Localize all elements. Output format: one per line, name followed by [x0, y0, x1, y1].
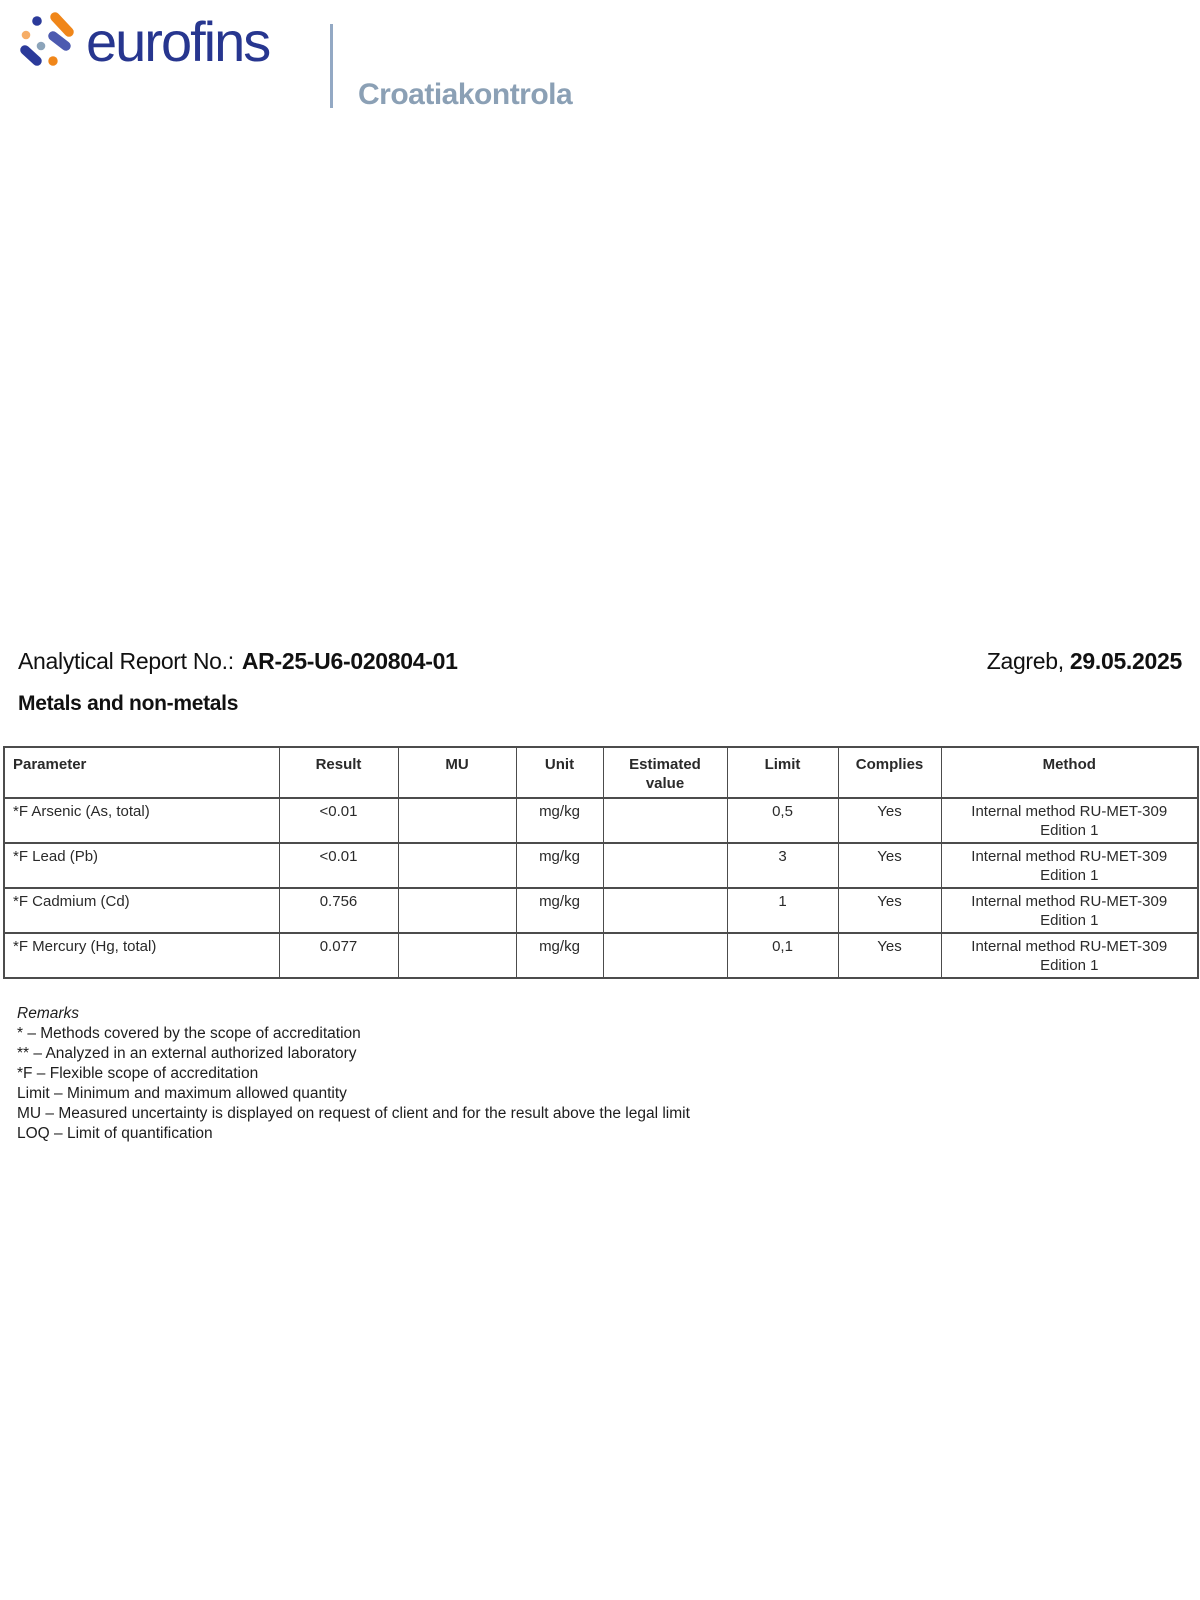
cell-unit: mg/kg — [515, 797, 604, 844]
cell-result: <0.01 — [278, 797, 399, 844]
report-title-label: Analytical Report No.: — [18, 648, 234, 674]
cell-limit: 1 — [726, 887, 839, 934]
column-header-mu: MU — [397, 746, 517, 799]
table-row: *F Mercury (Hg, total) 0.077 mg/kg 0,1 Yes In… — [3, 932, 1199, 979]
cell-result: <0.01 — [278, 842, 399, 889]
logo-divider — [330, 24, 333, 108]
eurofins-dots-logo-icon — [20, 12, 74, 66]
column-header-parameter: Parameter — [3, 746, 280, 799]
cell-parameter: *F Cadmium (Cd) — [3, 887, 280, 934]
cell-method: Internal method RU-MET-309 Edition 1 — [940, 797, 1199, 844]
header-row: Parameter Result MU Unit Estimated value… — [3, 746, 1199, 799]
eurofins-wordmark: eurofins — [86, 10, 271, 73]
cell-mu — [397, 842, 517, 889]
cell-parameter: *F Lead (Pb) — [3, 842, 280, 889]
results-table: Parameter Result MU Unit Estimated value… — [3, 746, 1199, 979]
remarks-block: Remarks * – Methods covered by the scope… — [17, 1004, 690, 1144]
cell-mu — [397, 797, 517, 844]
cell-method: Internal method RU-MET-309 Edition 1 — [940, 932, 1199, 979]
cell-result: 0.756 — [278, 887, 399, 934]
remarks-line: ** – Analyzed in an external authorized … — [17, 1045, 357, 1062]
division-wordmark: Croatiakontrola — [358, 78, 573, 111]
cell-unit: mg/kg — [515, 842, 604, 889]
report-date: 29.05.2025 — [1069, 648, 1182, 674]
cell-parameter: *F Mercury (Hg, total) — [3, 932, 280, 979]
column-header-complies: Complies — [837, 746, 942, 799]
cell-estimated-value — [602, 797, 728, 844]
remarks-line: LOQ – Limit of quantification — [17, 1125, 213, 1142]
table-row: *F Cadmium (Cd) 0.756 mg/kg 1 Yes Internal me… — [3, 887, 1199, 934]
report-title-row: Analytical Report No.: AR-25-U6-020804-01… — [18, 648, 1182, 675]
remarks-line: Limit – Minimum and maximum allowed quan… — [17, 1085, 347, 1102]
cell-estimated-value — [602, 887, 728, 934]
column-header-estimated-value: Estimated value — [602, 746, 728, 799]
column-header-unit: Unit — [515, 746, 604, 799]
remarks-line: * – Methods covered by the scope of accr… — [17, 1025, 361, 1042]
cell-unit: mg/kg — [515, 887, 604, 934]
remarks-heading: Remarks — [17, 1005, 80, 1022]
cell-complies: Yes — [837, 887, 942, 934]
table-row: *F Lead (Pb) <0.01 mg/kg 3 Yes Internal metho… — [3, 842, 1199, 889]
report-title-left: Analytical Report No.: AR-25-U6-020804-01 — [18, 648, 458, 675]
cell-complies: Yes — [837, 932, 942, 979]
remarks-line: *F – Flexible scope of accreditation — [17, 1065, 259, 1082]
cell-result: 0.077 — [278, 932, 399, 979]
cell-complies: Yes — [837, 842, 942, 889]
column-header-limit: Limit — [726, 746, 839, 799]
cell-mu — [397, 932, 517, 979]
cell-estimated-value — [602, 842, 728, 889]
cell-unit: mg/kg — [515, 932, 604, 979]
cell-complies: Yes — [837, 797, 942, 844]
logo-block: eurofins Croatiakontrola — [0, 0, 700, 120]
cell-method: Internal method RU-MET-309 Edition 1 — [940, 842, 1199, 889]
cell-limit: 0,1 — [726, 932, 839, 979]
results-table-header: Parameter Result MU Unit Estimated value… — [3, 746, 1199, 799]
table-row: *F Arsenic (As, total) <0.01 mg/kg 0,5 Yes In… — [3, 797, 1199, 844]
cell-estimated-value — [602, 932, 728, 979]
report-number: AR-25-U6-020804-01 — [241, 648, 458, 674]
column-header-result: Result — [278, 746, 399, 799]
column-header-method: Method — [940, 746, 1199, 799]
cell-limit: 0,5 — [726, 797, 839, 844]
report-city: Zagreb, — [986, 648, 1064, 674]
section-title: Metals and non-metals — [18, 692, 239, 715]
remarks-line: MU – Measured uncertainty is displayed o… — [17, 1105, 690, 1122]
cell-mu — [397, 887, 517, 934]
report-title-right: Zagreb, 29.05.2025 — [986, 648, 1183, 675]
cell-parameter: *F Arsenic (As, total) — [3, 797, 280, 844]
cell-limit: 3 — [726, 842, 839, 889]
results-table-body: *F Arsenic (As, total) <0.01 mg/kg 0,5 Yes In… — [3, 797, 1199, 979]
cell-method: Internal method RU-MET-309 Edition 1 — [940, 887, 1199, 934]
